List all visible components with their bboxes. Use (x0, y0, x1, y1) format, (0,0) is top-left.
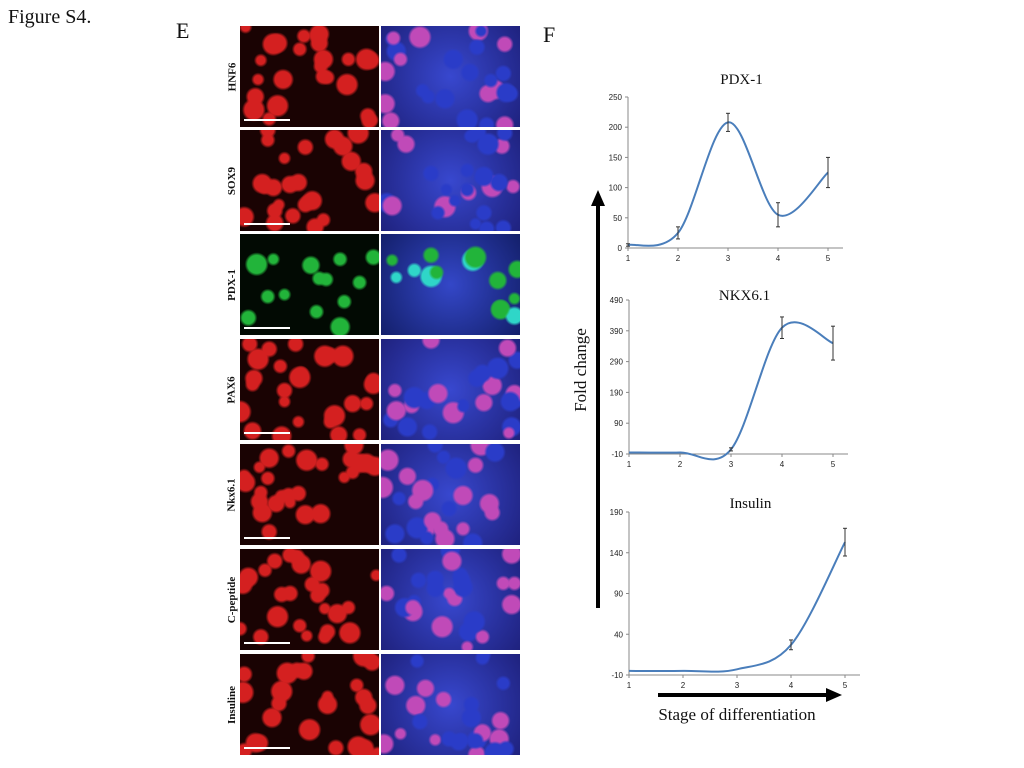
stain-image (240, 549, 379, 650)
scale-bar (244, 327, 290, 329)
merge-image (381, 339, 520, 440)
x-tick-label: 1 (627, 681, 632, 690)
x-tick-label: 3 (726, 254, 731, 263)
scale-bar (244, 119, 290, 121)
y-tick-label: 150 (609, 153, 623, 162)
image-row: SOX9 (226, 130, 520, 231)
scale-bar (244, 537, 290, 539)
image-row: C-peptide (226, 549, 520, 650)
y-axis-label: Fold change (571, 328, 590, 412)
x-tick-label: 4 (776, 254, 781, 263)
x-tick-label: 2 (676, 254, 681, 263)
figure-title: Figure S4. (8, 6, 92, 28)
y-tick-label: 200 (609, 123, 623, 132)
merge-image (381, 130, 520, 231)
y-tick-label: -10 (611, 671, 623, 680)
stain-image (240, 444, 379, 545)
series-line (628, 321, 834, 461)
scale-bar (244, 747, 290, 749)
x-tick-label: 1 (627, 460, 632, 469)
chart-title: Insulin (730, 496, 772, 512)
y-tick-label: 90 (614, 590, 623, 599)
stain-image (240, 339, 379, 440)
x-tick-label: 3 (735, 681, 740, 690)
merge-image (381, 444, 520, 545)
image-row: PAX6 (226, 339, 520, 440)
y-tick-label: 100 (609, 184, 623, 193)
x-tick-label: 4 (780, 460, 785, 469)
scale-bar (244, 432, 290, 434)
fold-change-charts: Fold change Stage of differentiation PDX… (571, 72, 860, 724)
image-row: Nkx6.1 (226, 444, 520, 545)
merge-image (381, 549, 520, 650)
y-tick-label: 490 (610, 296, 624, 305)
stain-image (240, 130, 379, 231)
y-tick-label: 40 (614, 630, 623, 639)
row-label: HNF6 (226, 62, 239, 91)
x-tick-label: 5 (843, 681, 848, 690)
x-tick-label: 4 (789, 681, 794, 690)
row-label: SOX9 (226, 166, 238, 195)
microscopy-panel: HNF6 SOX9 PDX-1 PAX6 Nkx6.1 C-peptide Insuline (226, 26, 520, 762)
x-tick-label: 2 (678, 460, 683, 469)
row-label: PDX-1 (226, 268, 238, 301)
chart-title: PDX-1 (720, 72, 763, 88)
y-tick-label: 250 (609, 93, 623, 102)
stain-image (240, 234, 379, 335)
y-tick-label: 190 (610, 388, 624, 397)
row-label: C-peptide (226, 576, 239, 623)
y-tick-label: 390 (610, 327, 624, 336)
row-label: PAX6 (226, 375, 239, 404)
merge-image (381, 234, 520, 335)
x-axis-arrowhead (826, 688, 842, 702)
x-tick-label: 1 (626, 254, 631, 263)
y-tick-label: 0 (618, 244, 623, 253)
x-tick-label: 5 (826, 254, 831, 263)
row-label: Insuline (226, 685, 239, 724)
y-tick-label: -10 (611, 450, 623, 459)
scale-bar (244, 642, 290, 644)
chart-title: NKX6.1 (719, 288, 770, 304)
merge-image (381, 654, 520, 755)
x-tick-label: 3 (729, 460, 734, 469)
x-tick-label: 2 (681, 681, 686, 690)
y-tick-label: 90 (614, 419, 623, 428)
y-tick-label: 140 (610, 549, 624, 558)
series-line (627, 121, 829, 247)
x-tick-label: 5 (831, 460, 836, 469)
panel-e-letter: E (176, 18, 190, 43)
panel-f-letter: F (543, 22, 556, 47)
image-row: HNF6 (226, 26, 520, 127)
y-tick-label: 190 (610, 508, 624, 517)
stain-image (240, 654, 379, 755)
series-line (628, 541, 846, 673)
image-row: PDX-1 (226, 234, 520, 335)
x-axis-label: Stage of differentiation (658, 705, 816, 724)
y-tick-label: 290 (610, 358, 624, 367)
merge-image (381, 26, 520, 127)
row-label: Nkx6.1 (226, 477, 238, 512)
scale-bar (244, 223, 290, 225)
image-row: Insuline (226, 654, 520, 755)
stain-image (240, 26, 379, 127)
y-axis-arrowhead (591, 190, 605, 206)
y-tick-label: 50 (613, 214, 622, 223)
